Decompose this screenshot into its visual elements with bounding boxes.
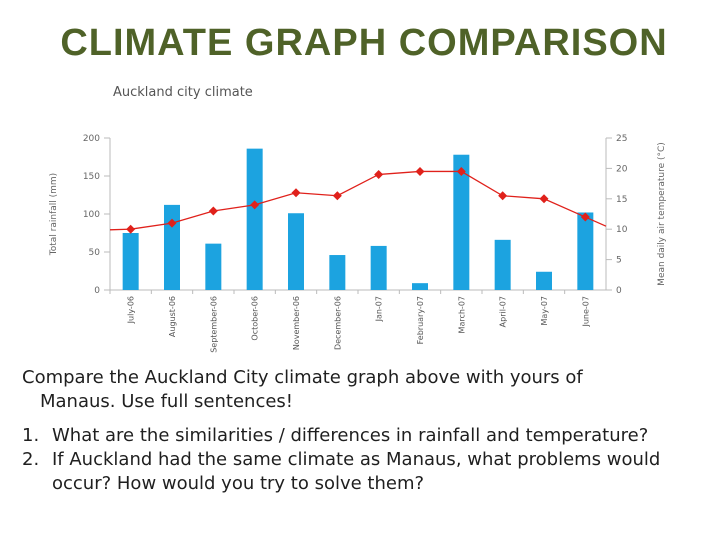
rainfall-bar (494, 239, 511, 290)
rainfall-bar (288, 213, 304, 290)
question-number: 2. (22, 449, 40, 470)
slide-title: Climate graph comparison (60, 22, 668, 64)
rainfall-bar (164, 204, 180, 290)
x-tick-label: February-07 (416, 296, 425, 344)
temperature-point (580, 212, 590, 222)
instruction-line-1: Compare the Auckland City climate graph … (22, 367, 583, 388)
rainfall-bar (412, 283, 428, 290)
y-tick-label-right: 25 (616, 134, 627, 144)
instructions: Compare the Auckland City climate graph … (22, 366, 722, 496)
temperature-point (208, 206, 218, 216)
question-item: 2. If Auckland had the same climate as M… (22, 448, 722, 496)
temperature-point (291, 188, 301, 198)
y-axis-label-left: Total rainfall (mm) (49, 173, 59, 256)
rainfall-bar (577, 212, 594, 290)
y-tick-label-right: 10 (616, 225, 628, 235)
instruction-line-2: Manaus. Use full sentences! (40, 391, 294, 412)
rainfall-bar (329, 255, 346, 290)
y-tick-label-right: 20 (616, 164, 628, 174)
temperature-point (126, 224, 136, 234)
question-text: What are the similarities / differences … (52, 425, 649, 446)
y-tick-label-right: 5 (616, 256, 622, 266)
x-tick-label: November-06 (292, 296, 301, 350)
x-tick-label: December-06 (333, 296, 342, 350)
question-text: If Auckland had the same climate as Mana… (52, 449, 661, 494)
y-tick-label-right: 0 (616, 286, 622, 296)
y-axis-label-right: Mean daily air temperature (°C) (657, 142, 667, 286)
x-tick-label: July-06 (127, 296, 136, 324)
temperature-point (415, 166, 425, 176)
x-tick-label: March-07 (457, 296, 466, 333)
question-list: 1. What are the similarities / differenc… (22, 424, 722, 496)
x-tick-label: May-07 (540, 296, 549, 325)
chart-title: Auckland city climate (113, 85, 253, 100)
x-tick-label: April-07 (499, 296, 508, 327)
rainfall-bar (536, 271, 552, 290)
rainfall-bar (205, 243, 222, 290)
x-tick-label: September-06 (209, 296, 218, 353)
rainfall-bar (453, 154, 470, 290)
question-number: 1. (22, 425, 40, 446)
x-tick-label: Jan-07 (375, 296, 384, 322)
x-tick-label: October-06 (251, 296, 260, 341)
rainfall-bar (370, 245, 387, 290)
temperature-point (374, 169, 384, 179)
rainfall-bar (246, 148, 263, 290)
rainfall-bar (122, 233, 139, 290)
temperature-point (332, 191, 342, 201)
y-tick-label-left: 100 (83, 210, 100, 220)
y-tick-label-left: 150 (83, 172, 100, 182)
x-tick-label: June-07 (581, 296, 590, 328)
temperature-line (109, 170, 607, 231)
y-tick-label-left: 0 (94, 286, 100, 296)
temperature-point (167, 218, 177, 228)
climate-chart: Auckland city climate 0 50 100 150 200 0 5 10 15 2… (49, 85, 667, 353)
temperature-point (250, 200, 260, 210)
temperature-point (456, 166, 466, 176)
question-item: 1. What are the similarities / differenc… (22, 424, 722, 448)
y-tick-label-left: 50 (89, 248, 101, 258)
x-tick-label: August-06 (168, 296, 177, 337)
temperature-point (539, 194, 549, 204)
y-tick-label-left: 200 (83, 134, 100, 144)
y-tick-label-right: 15 (616, 195, 627, 205)
temperature-point (498, 191, 508, 201)
